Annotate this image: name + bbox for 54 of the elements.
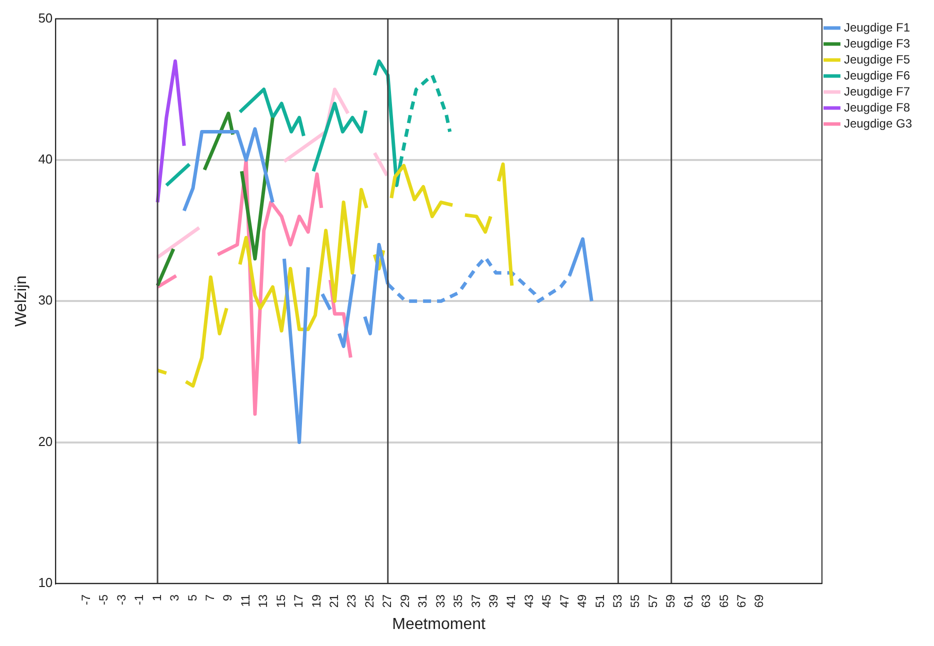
legend-label: Jeugdige G3 [844,116,912,130]
x-tick-label: 39 [486,594,500,608]
x-tick-label: 3 [168,594,182,602]
x-tick-label: 31 [416,594,430,608]
legend-label: Jeugdige F7 [844,84,910,98]
x-tick-label: 35 [451,594,466,608]
x-tick-label: 41 [504,594,518,608]
x-tick-label: 53 [610,594,625,608]
x-tick-label: 67 [734,594,749,608]
x-tick-label: 11 [238,594,252,607]
legend-label: Jeugdige F6 [844,68,910,82]
x-tick-label: 13 [256,594,270,608]
x-tick-label: 63 [699,594,714,608]
x-tick-label: 61 [681,594,696,608]
x-tick-label: -7 [78,594,93,606]
y-tick-label: 10 [38,575,53,590]
x-tick-label: 21 [327,594,342,608]
x-tick-label: 17 [292,594,306,608]
x-axis-title: Meetmoment [392,616,486,633]
legend-label: Jeugdige F5 [844,52,910,66]
x-tick-label: 37 [468,594,483,608]
x-tick-label: 27 [380,594,394,608]
x-tick-label: 29 [398,594,412,608]
legend-label: Jeugdige F3 [844,36,910,50]
x-tick-label: 7 [203,594,217,602]
legend-label: Jeugdige F8 [844,100,910,114]
x-tick-label: 65 [716,594,731,608]
x-tick-label: 51 [592,594,607,608]
x-tick-label: 55 [628,594,642,608]
y-axis-title: Welzijn [13,275,30,327]
line-series [386,256,572,303]
x-tick-label: 57 [646,594,660,608]
x-tick-label: -5 [96,594,111,606]
x-tick-label: 9 [220,594,235,602]
x-tick-label: 15 [274,594,288,608]
x-tick-label: 43 [522,594,536,608]
x-tick-label: 1 [150,594,164,602]
x-tick-label: -1 [132,594,146,606]
y-tick-label: 40 [38,152,53,167]
legend-label: Jeugdige F1 [844,20,910,34]
x-tick-label: 47 [557,594,572,608]
x-tick-label: 69 [752,594,766,608]
y-tick-label: 50 [38,10,53,26]
y-tick-label: 20 [38,434,53,449]
x-tick-label: 33 [433,594,448,608]
x-tick-label: 59 [664,594,678,608]
x-tick-label: -3 [114,594,128,606]
x-tick-label: 23 [344,594,359,608]
x-tick-label: 49 [575,594,590,608]
x-tick-label: 25 [362,594,376,608]
x-tick-label: 5 [185,594,200,602]
x-tick-label: 45 [540,594,554,608]
y-tick-label: 30 [38,292,53,308]
x-tick-label: 19 [309,594,324,608]
